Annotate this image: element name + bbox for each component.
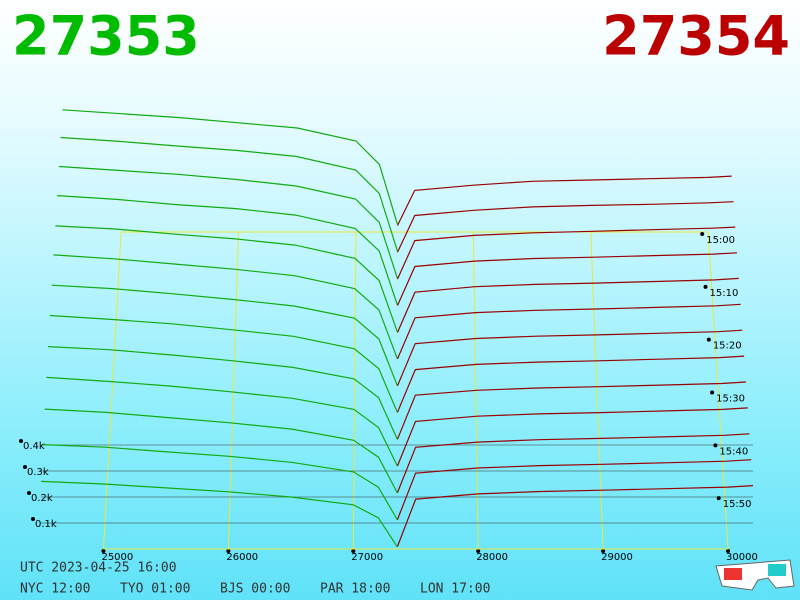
bid-depth-line [40, 480, 398, 548]
bid-depth-line [62, 109, 398, 225]
time-tick-dot [700, 232, 705, 236]
time-tick-label: 15:30 [716, 394, 745, 405]
x-tick-dot [101, 549, 106, 553]
x-tick-label: 28000 [476, 552, 508, 563]
plot: 25000 26000 27000 28000 29000 30000 0.1k 0.2k 0.… [19, 109, 758, 563]
time-tick-dot [716, 496, 721, 501]
x-tick-label: 30000 [726, 552, 758, 563]
red-lens [724, 568, 742, 580]
ask-depth-line [396, 381, 746, 440]
city-clock: LON 17:00 [420, 582, 490, 597]
x-tick-label: 25000 [101, 552, 133, 563]
bid-depth-line [46, 376, 398, 467]
city-clock: NYC 12:00 [20, 582, 90, 597]
ask-depth-line [396, 175, 732, 226]
x-tick-dot [601, 549, 606, 553]
time-tick-label: 15:20 [713, 341, 742, 352]
grid-line [227, 231, 240, 550]
bid-price: 27353 [12, 5, 200, 68]
z-tick-label: 0.2k [31, 493, 53, 504]
time-tick-label: 15:00 [706, 235, 735, 246]
city-clock: BJS 00:00 [220, 582, 290, 597]
bid-depth-line [58, 165, 398, 279]
time-tick-dot [713, 443, 718, 448]
ask-depth-line [396, 433, 750, 493]
ask-depth-line [396, 485, 754, 547]
time-tick-dot [706, 337, 711, 342]
ask-depth-line [396, 407, 748, 467]
grid-line [590, 231, 604, 550]
ask-depth-line [396, 201, 734, 253]
x-tick-dot [726, 549, 731, 553]
ask-depth-line [396, 355, 745, 413]
ask-depth-line [396, 252, 738, 306]
x-tick-dot [226, 549, 231, 553]
ask-depth-line [396, 303, 741, 360]
bid-depth-line [53, 254, 398, 360]
bid-depth-line [51, 284, 398, 387]
x-tick-dot [351, 549, 356, 553]
bid-depth-line [55, 225, 398, 333]
bid-depth-line [57, 195, 398, 306]
z-tick-dot [31, 517, 35, 521]
glasses-icon [715, 559, 795, 591]
grid-line [707, 231, 729, 550]
city-clock: TYO 01:00 [120, 582, 190, 597]
ask-depth-line [396, 277, 739, 333]
time-tick-dot [710, 390, 715, 395]
ask-depth-line [396, 226, 736, 280]
ask-depth-line [396, 329, 743, 387]
ask-price: 27354 [602, 5, 790, 68]
utc-time: UTC 2023-04-25 16:00 [20, 561, 177, 576]
time-tick-label: 15:10 [710, 288, 739, 299]
bid-depth-line [60, 136, 398, 252]
city-clock: PAR 18:00 [320, 582, 390, 597]
cyan-lens [768, 564, 786, 576]
x-tick-dot [476, 549, 481, 553]
z-tick-label: 0.1k [35, 519, 57, 530]
bid-depth-line [44, 408, 398, 494]
x-tick-label: 29000 [601, 552, 633, 563]
time-tick-label: 15:40 [719, 446, 748, 457]
z-tick-label: 0.4k [23, 441, 45, 452]
z-tick-dot [23, 465, 27, 469]
bid-depth-line [42, 444, 398, 521]
grid-line [352, 231, 357, 550]
bid-depth-line [48, 346, 398, 440]
bid-depth-line [49, 314, 398, 413]
time-tick-label: 15:50 [723, 499, 752, 510]
ask-depth-line [396, 459, 752, 520]
grid-line [102, 231, 122, 550]
z-tick-label: 0.3k [27, 467, 49, 478]
time-tick-dot [703, 284, 708, 289]
x-tick-label: 27000 [351, 552, 383, 563]
x-tick-label: 26000 [226, 552, 258, 563]
z-tick-dot [27, 491, 31, 495]
z-tick-dot [19, 439, 23, 443]
